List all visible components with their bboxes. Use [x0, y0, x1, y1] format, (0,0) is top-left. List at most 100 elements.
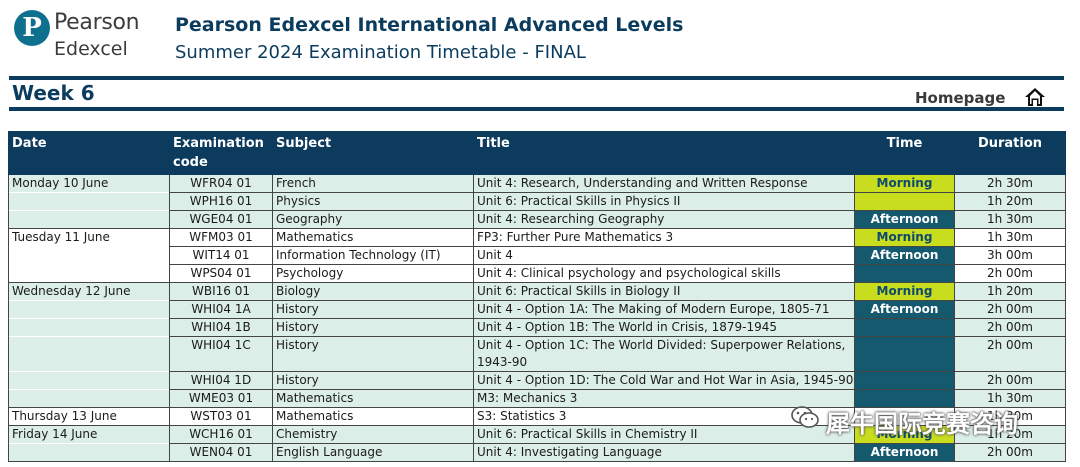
- cell-time: [854, 336, 955, 372]
- cell-date: [8, 336, 170, 372]
- cell-subject: Biology: [272, 282, 474, 301]
- cell-time: Morning: [854, 282, 955, 301]
- cell-time: [854, 318, 955, 337]
- cell-date: Tuesday 11 June: [8, 228, 170, 247]
- cell-code: WHI04 1A: [169, 300, 273, 319]
- table-row: Tuesday 11 June WFM03 01 Mathematics FP3…: [8, 228, 1066, 247]
- cell-date: Wednesday 12 June: [8, 282, 170, 301]
- table-row: WHI04 1D History Unit 4 - Option 1D: The…: [8, 371, 1066, 390]
- table-row: WIT14 01 Information Technology (IT) Uni…: [8, 246, 1066, 265]
- cell-date: [8, 300, 170, 319]
- cell-code: WST03 01: [169, 407, 273, 426]
- cell-date: [8, 210, 170, 229]
- table-row: Wednesday 12 June WBI16 01 Biology Unit …: [8, 282, 1066, 301]
- cell-code: WHI04 1B: [169, 318, 273, 337]
- cell-subject: Mathematics: [272, 228, 474, 247]
- header-rule-top: [9, 76, 1064, 80]
- brand-name: Pearson: [54, 10, 140, 35]
- cell-date: [8, 389, 170, 408]
- cell-code: WEN04 01: [169, 443, 273, 462]
- cell-time: Afternoon: [854, 246, 955, 265]
- cell-subject: French: [272, 174, 474, 193]
- cell-title: Unit 6: Practical Skills in Chemistry II: [473, 425, 855, 444]
- cell-code: WHI04 1C: [169, 336, 273, 372]
- cell-title: Unit 4 - Option 1B: The World in Crisis,…: [473, 318, 855, 337]
- cell-title: Unit 4: Investigating Language: [473, 443, 855, 462]
- home-icon[interactable]: [1024, 86, 1046, 108]
- cell-duration: 1h 30m: [954, 210, 1066, 229]
- cell-code: WPH16 01: [169, 192, 273, 211]
- cell-time: [854, 192, 955, 211]
- cell-title: M3: Mechanics 3: [473, 389, 855, 408]
- cell-duration: 2h 00m: [954, 371, 1066, 390]
- cell-code: WFR04 01: [169, 174, 273, 193]
- cell-title: Unit 4: [473, 246, 855, 265]
- cell-code: WFM03 01: [169, 228, 273, 247]
- cell-subject: Mathematics: [272, 389, 474, 408]
- week-label: Week 6: [12, 81, 95, 105]
- cell-subject: Mathematics: [272, 407, 474, 426]
- cell-time: Morning: [854, 174, 955, 193]
- cell-subject: Physics: [272, 192, 474, 211]
- col-header-time: Time: [854, 131, 955, 175]
- brand-subname: Edexcel: [54, 38, 128, 60]
- cell-date: [8, 192, 170, 211]
- cell-code: WIT14 01: [169, 246, 273, 265]
- cell-title: Unit 4: Research, Understanding and Writ…: [473, 174, 855, 193]
- cell-duration: 2h 00m: [954, 318, 1066, 337]
- cell-duration: 1h 20m: [954, 425, 1066, 444]
- col-header-date: Date: [8, 131, 170, 175]
- col-header-duration: Duration: [954, 131, 1066, 175]
- cell-duration: 1h 30m: [954, 228, 1066, 247]
- cell-duration: 2h 00m: [954, 300, 1066, 319]
- cell-title: Unit 4: Researching Geography: [473, 210, 855, 229]
- cell-time: Afternoon: [854, 443, 955, 462]
- cell-subject: Chemistry: [272, 425, 474, 444]
- table-row: WHI04 1B History Unit 4 - Option 1B: The…: [8, 318, 1066, 337]
- cell-time: Morning: [854, 425, 955, 444]
- wechat-icon: [791, 406, 819, 428]
- cell-duration: 1h 30m: [954, 389, 1066, 408]
- cell-duration: 3h 00m: [954, 246, 1066, 265]
- cell-time: [854, 371, 955, 390]
- cell-date: Friday 14 June: [8, 425, 170, 444]
- table-row: WPH16 01 Physics Unit 6: Practical Skill…: [8, 192, 1066, 211]
- cell-date: [8, 443, 170, 462]
- table-row: WGE04 01 Geography Unit 4: Researching G…: [8, 210, 1066, 229]
- cell-subject: English Language: [272, 443, 474, 462]
- col-header-title: Title: [473, 131, 855, 175]
- cell-date: Thursday 13 June: [8, 407, 170, 426]
- cell-subject: History: [272, 371, 474, 390]
- cell-time: Afternoon: [854, 210, 955, 229]
- cell-duration: 2h 00m: [954, 443, 1066, 462]
- cell-date: Monday 10 June: [8, 174, 170, 193]
- cell-subject: History: [272, 336, 474, 372]
- table-row: WME03 01 Mathematics M3: Mechanics 3 1h …: [8, 389, 1066, 408]
- cell-title: FP3: Further Pure Mathematics 3: [473, 228, 855, 247]
- cell-duration: 1h 20m: [954, 192, 1066, 211]
- table-row: Monday 10 June WFR04 01 French Unit 4: R…: [8, 174, 1066, 193]
- cell-code: WGE04 01: [169, 210, 273, 229]
- cell-time: [854, 264, 955, 283]
- watermark-text: 犀牛国际竞赛咨询: [826, 410, 1018, 438]
- homepage-link[interactable]: Homepage: [915, 89, 1006, 107]
- cell-subject: History: [272, 300, 474, 319]
- cell-subject: Geography: [272, 210, 474, 229]
- cell-date: [8, 264, 170, 283]
- cell-duration: 1h 20m: [954, 282, 1066, 301]
- header-rule-bottom: [9, 107, 1064, 111]
- cell-title: Unit 4 - Option 1C: The World Divided: S…: [473, 336, 855, 372]
- pearson-logo: P: [14, 10, 50, 46]
- cell-code: WME03 01: [169, 389, 273, 408]
- page-title: Pearson Edexcel International Advanced L…: [175, 14, 684, 36]
- table-row: WEN04 01 English Language Unit 4: Invest…: [8, 443, 1066, 462]
- cell-duration: 2h 00m: [954, 264, 1066, 283]
- cell-date: [8, 246, 170, 265]
- cell-code: WHI04 1D: [169, 371, 273, 390]
- cell-code: WBI16 01: [169, 282, 273, 301]
- cell-subject: Information Technology (IT): [272, 246, 474, 265]
- cell-code: WCH16 01: [169, 425, 273, 444]
- page-subtitle: Summer 2024 Examination Timetable - FINA…: [175, 42, 586, 63]
- cell-title: Unit 4 - Option 1A: The Making of Modern…: [473, 300, 855, 319]
- cell-duration: 2h 00m: [954, 336, 1066, 372]
